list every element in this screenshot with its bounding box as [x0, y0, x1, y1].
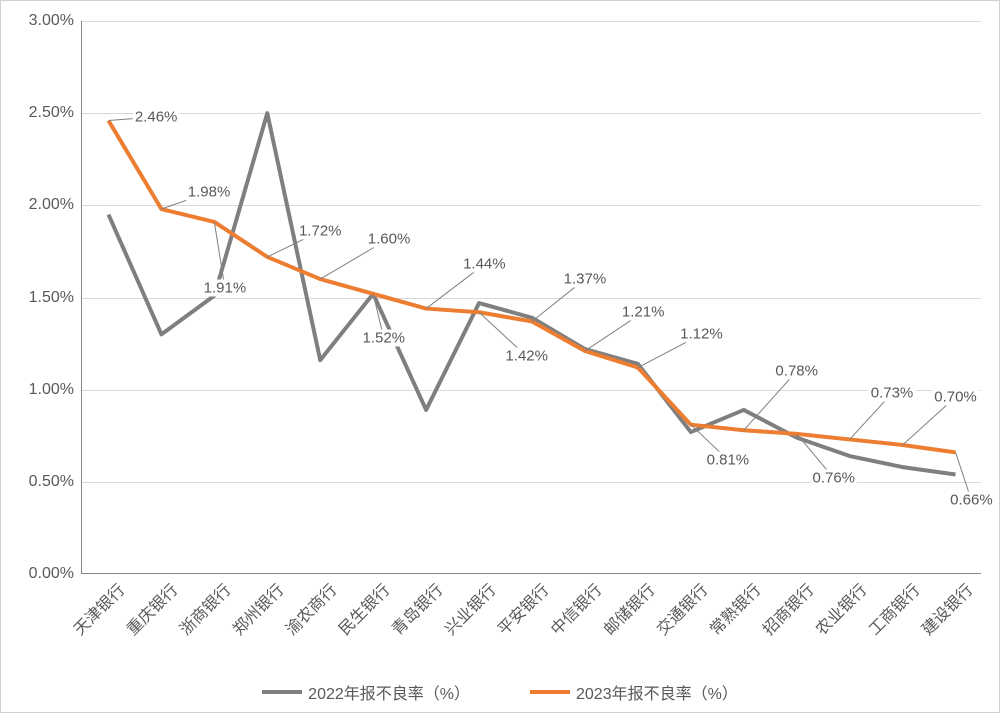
chart-legend: 2022年报不良率（%） 2023年报不良率（%） — [1, 680, 999, 704]
chart-lines — [82, 21, 982, 574]
x-axis-label: 建设银行 — [910, 573, 976, 639]
y-axis-label: 0.00% — [29, 565, 82, 583]
data-label: 1.60% — [366, 230, 413, 247]
legend-line-swatch — [530, 690, 570, 694]
y-axis-label: 1.00% — [29, 381, 82, 399]
legend-label: 2023年报不良率（%） — [576, 680, 738, 704]
x-axis-label: 渝农商行 — [275, 573, 341, 639]
legend-label: 2022年报不良率（%） — [308, 680, 470, 704]
callout-line — [744, 371, 797, 430]
data-label: 1.42% — [503, 348, 550, 365]
data-label: 1.21% — [620, 304, 667, 321]
npl-rate-chart: 0.00%0.50%1.00%1.50%2.00%2.50%3.00%天津银行重… — [0, 0, 1000, 713]
data-label: 0.73% — [869, 385, 916, 402]
x-axis-label: 交通银行 — [646, 573, 712, 639]
legend-line-swatch — [262, 690, 302, 694]
data-label: 1.12% — [678, 326, 725, 343]
y-axis-label: 2.50% — [29, 104, 82, 122]
x-axis-label: 招商银行 — [751, 573, 817, 639]
data-label: 0.70% — [932, 389, 979, 406]
x-axis-label: 工商银行 — [857, 573, 923, 639]
y-axis-label: 1.50% — [29, 289, 82, 307]
legend-item: 2023年报不良率（%） — [530, 680, 738, 704]
data-label: 2.46% — [133, 108, 180, 125]
x-axis-label: 邮储银行 — [593, 573, 659, 639]
data-label: 0.81% — [705, 451, 752, 468]
x-axis-label: 浙商银行 — [169, 573, 235, 639]
data-label: 1.44% — [461, 256, 508, 273]
data-label: 0.66% — [948, 492, 995, 509]
legend-item: 2022年报不良率（%） — [262, 680, 470, 704]
y-axis-label: 0.50% — [29, 473, 82, 491]
data-label: 0.76% — [810, 470, 857, 487]
plot-area: 0.00%0.50%1.00%1.50%2.00%2.50%3.00%天津银行重… — [81, 21, 981, 574]
data-label: 1.98% — [186, 184, 233, 201]
data-label: 0.78% — [773, 363, 820, 380]
y-axis-label: 3.00% — [29, 12, 82, 30]
x-axis-label: 民生银行 — [328, 573, 394, 639]
data-label: 1.37% — [562, 271, 609, 288]
x-axis-label: 农业银行 — [804, 573, 870, 639]
x-axis-label: 平安银行 — [487, 573, 553, 639]
x-axis-label: 常熟银行 — [698, 573, 764, 639]
x-axis-label: 郑州银行 — [222, 573, 288, 639]
data-label: 1.72% — [297, 223, 344, 240]
y-axis-label: 2.00% — [29, 196, 82, 214]
x-axis-label: 兴业银行 — [434, 573, 500, 639]
data-label: 1.91% — [202, 280, 249, 297]
x-axis-label: 中信银行 — [540, 573, 606, 639]
x-axis-label: 重庆银行 — [116, 573, 182, 639]
x-axis-label: 青岛银行 — [381, 573, 447, 639]
data-label: 1.52% — [360, 330, 407, 347]
